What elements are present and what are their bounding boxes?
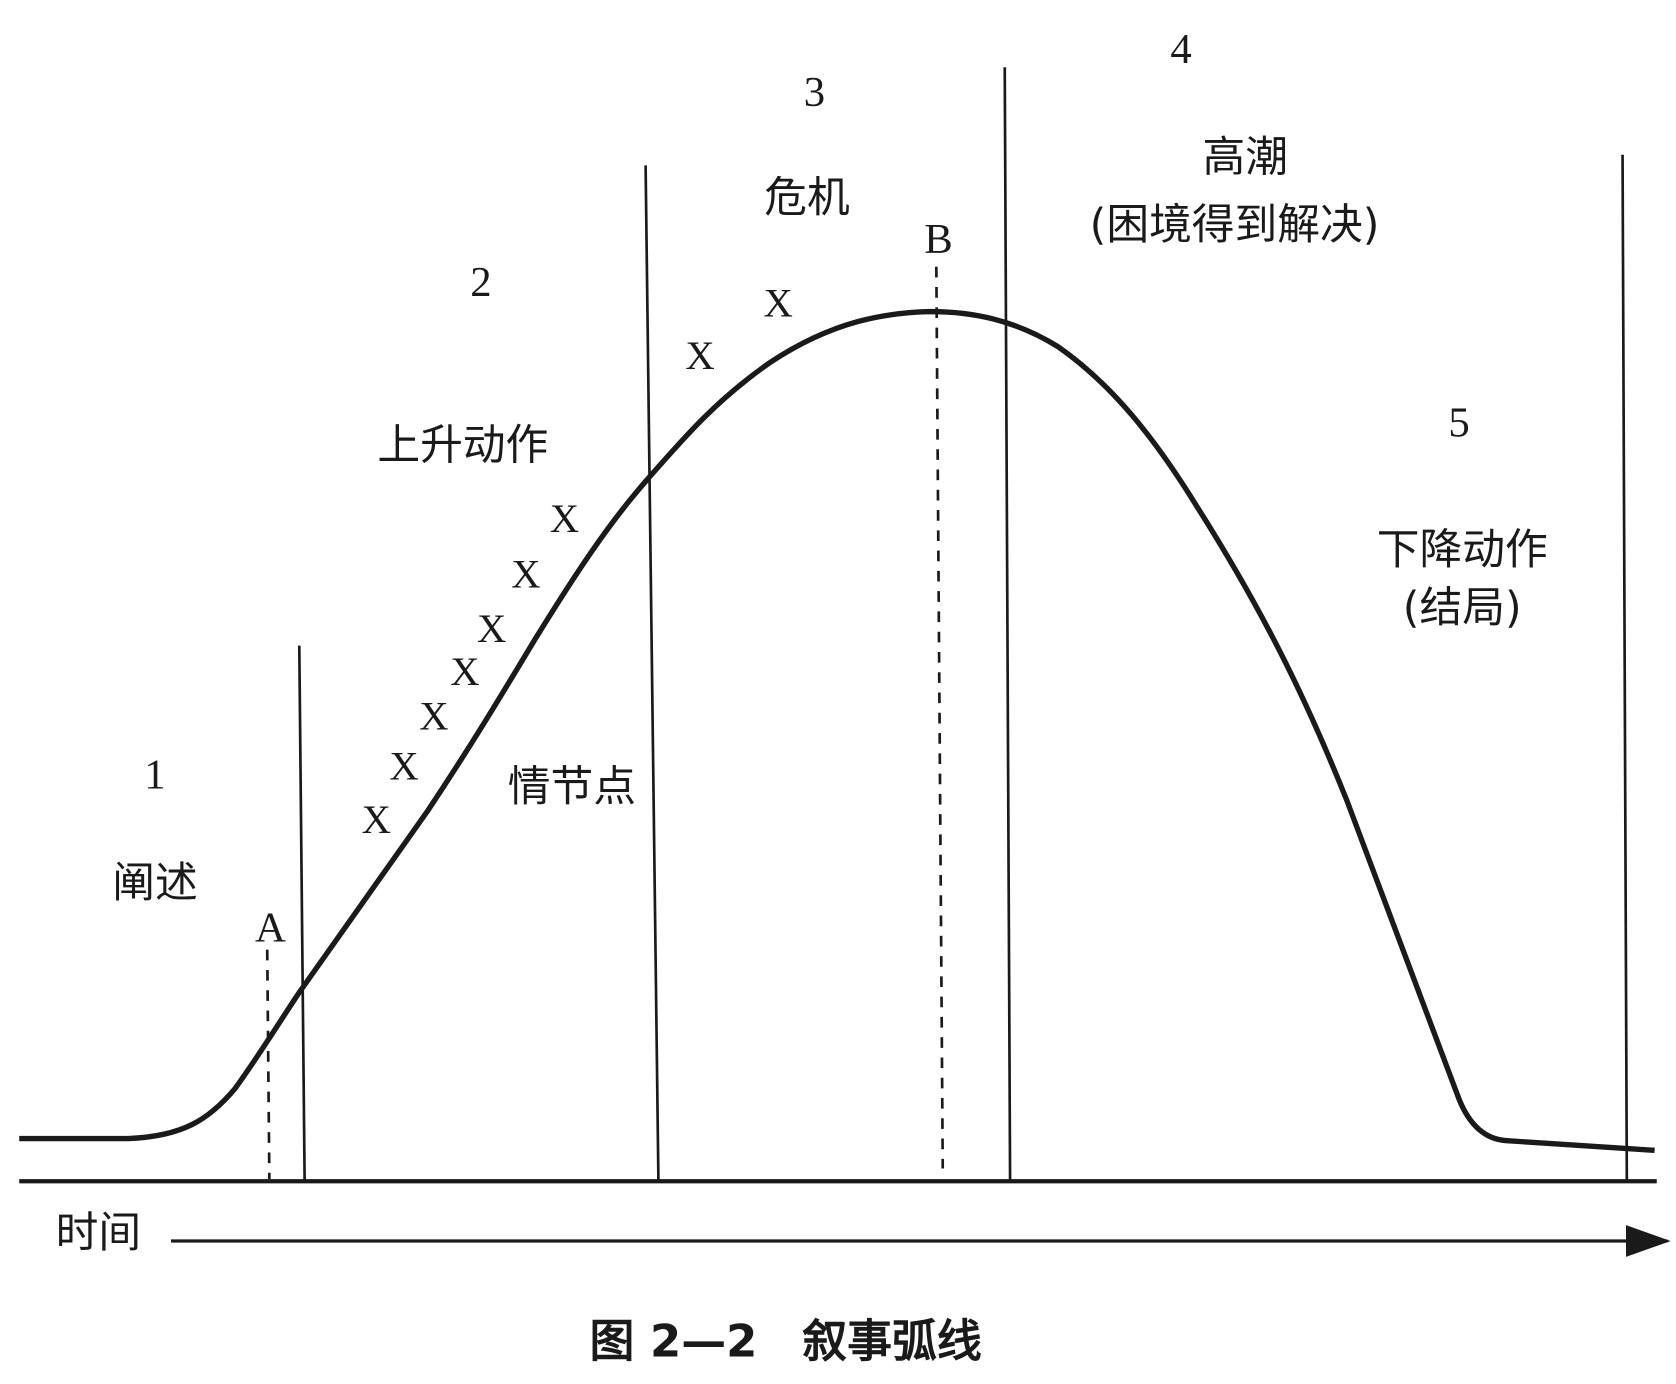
section-subtitle: (困境得到解决) [1090,200,1380,250]
section-label: 阐述 [112,858,197,908]
plot-point: X [763,281,792,326]
arc-curve [19,308,1655,1153]
plot-point: X [685,333,714,378]
plot-point: X [362,797,391,842]
marker-label: B [924,216,953,263]
section-number: 5 [1448,400,1469,447]
marker-line [265,949,271,1180]
section-number: 1 [144,752,165,799]
plot-point: X [511,552,540,597]
section-number: 3 [804,69,825,116]
section-label: 高潮 [1202,133,1287,183]
plot-point-label: 情节点 [508,762,636,812]
section-label: 下降动作 [1377,525,1548,575]
marker-label: A [255,904,286,951]
axis-label: 时间 [56,1208,141,1258]
plot-point: X [550,496,579,541]
plot-point: X [419,694,448,739]
section-number: 2 [470,259,491,306]
divider [297,645,306,1182]
caption: 图 2—2 叙事弧线 [589,1315,981,1368]
divider [1621,154,1629,1182]
section-subtitle: (结局) [1403,583,1522,633]
plot-point: X [477,606,506,651]
plot-point: X [450,649,479,694]
section-label: 上升动作 [377,421,548,471]
plot-point: X [389,744,418,789]
section-label: 危机 [764,173,849,223]
divider [1003,67,1012,1182]
divider [644,165,660,1182]
section-number: 4 [1170,26,1191,73]
marker-line [935,266,945,1169]
